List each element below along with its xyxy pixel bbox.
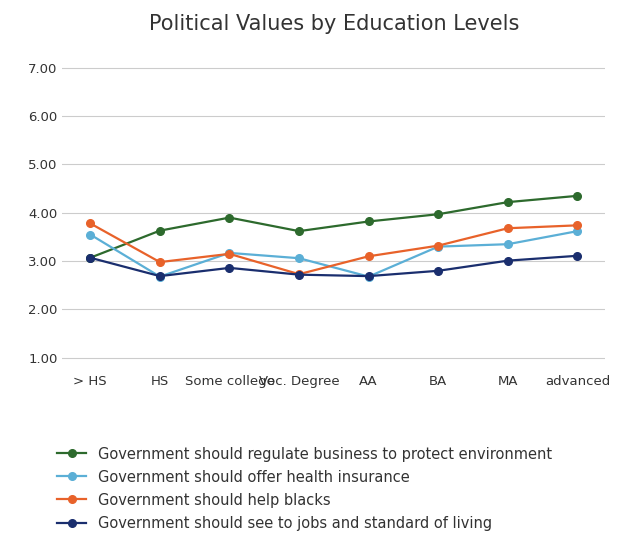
Government should help blacks [156,259,163,265]
Government should see to jobs and standard of living [295,271,303,278]
Government should offer health insurance [295,255,303,262]
Line: Government should regulate business to protect environment: Government should regulate business to p… [86,192,582,262]
Government should offer health insurance [573,228,581,234]
Government should see to jobs and standard of living [365,273,373,280]
Government should offer health insurance [226,250,233,256]
Government should offer health insurance [156,273,163,280]
Title: Political Values by Education Levels: Political Values by Education Levels [149,14,519,34]
Government should see to jobs and standard of living [434,268,442,274]
Line: Government should see to jobs and standard of living: Government should see to jobs and standa… [86,252,582,280]
Government should help blacks [504,225,512,232]
Government should regulate business to protect environment [365,218,373,225]
Government should regulate business to protect environment [156,227,163,234]
Government should offer health insurance [434,243,442,250]
Government should see to jobs and standard of living [573,252,581,259]
Government should see to jobs and standard of living [87,255,94,261]
Government should offer health insurance [365,273,373,280]
Government should help blacks [87,220,94,227]
Line: Government should offer health insurance: Government should offer health insurance [86,227,582,280]
Government should regulate business to protect environment [504,199,512,206]
Government should see to jobs and standard of living [156,273,163,280]
Line: Government should help blacks: Government should help blacks [86,220,582,278]
Government should help blacks [365,253,373,259]
Government should offer health insurance [87,231,94,238]
Government should regulate business to protect environment [226,214,233,221]
Government should help blacks [573,222,581,228]
Government should regulate business to protect environment [573,193,581,199]
Government should regulate business to protect environment [434,211,442,218]
Legend: Government should regulate business to protect environment, Government should of: Government should regulate business to p… [57,447,552,531]
Government should regulate business to protect environment [295,228,303,234]
Government should see to jobs and standard of living [504,257,512,264]
Government should offer health insurance [504,241,512,248]
Government should help blacks [226,251,233,257]
Government should regulate business to protect environment [87,255,94,261]
Government should see to jobs and standard of living [226,264,233,271]
Government should help blacks [434,243,442,249]
Government should help blacks [295,271,303,277]
